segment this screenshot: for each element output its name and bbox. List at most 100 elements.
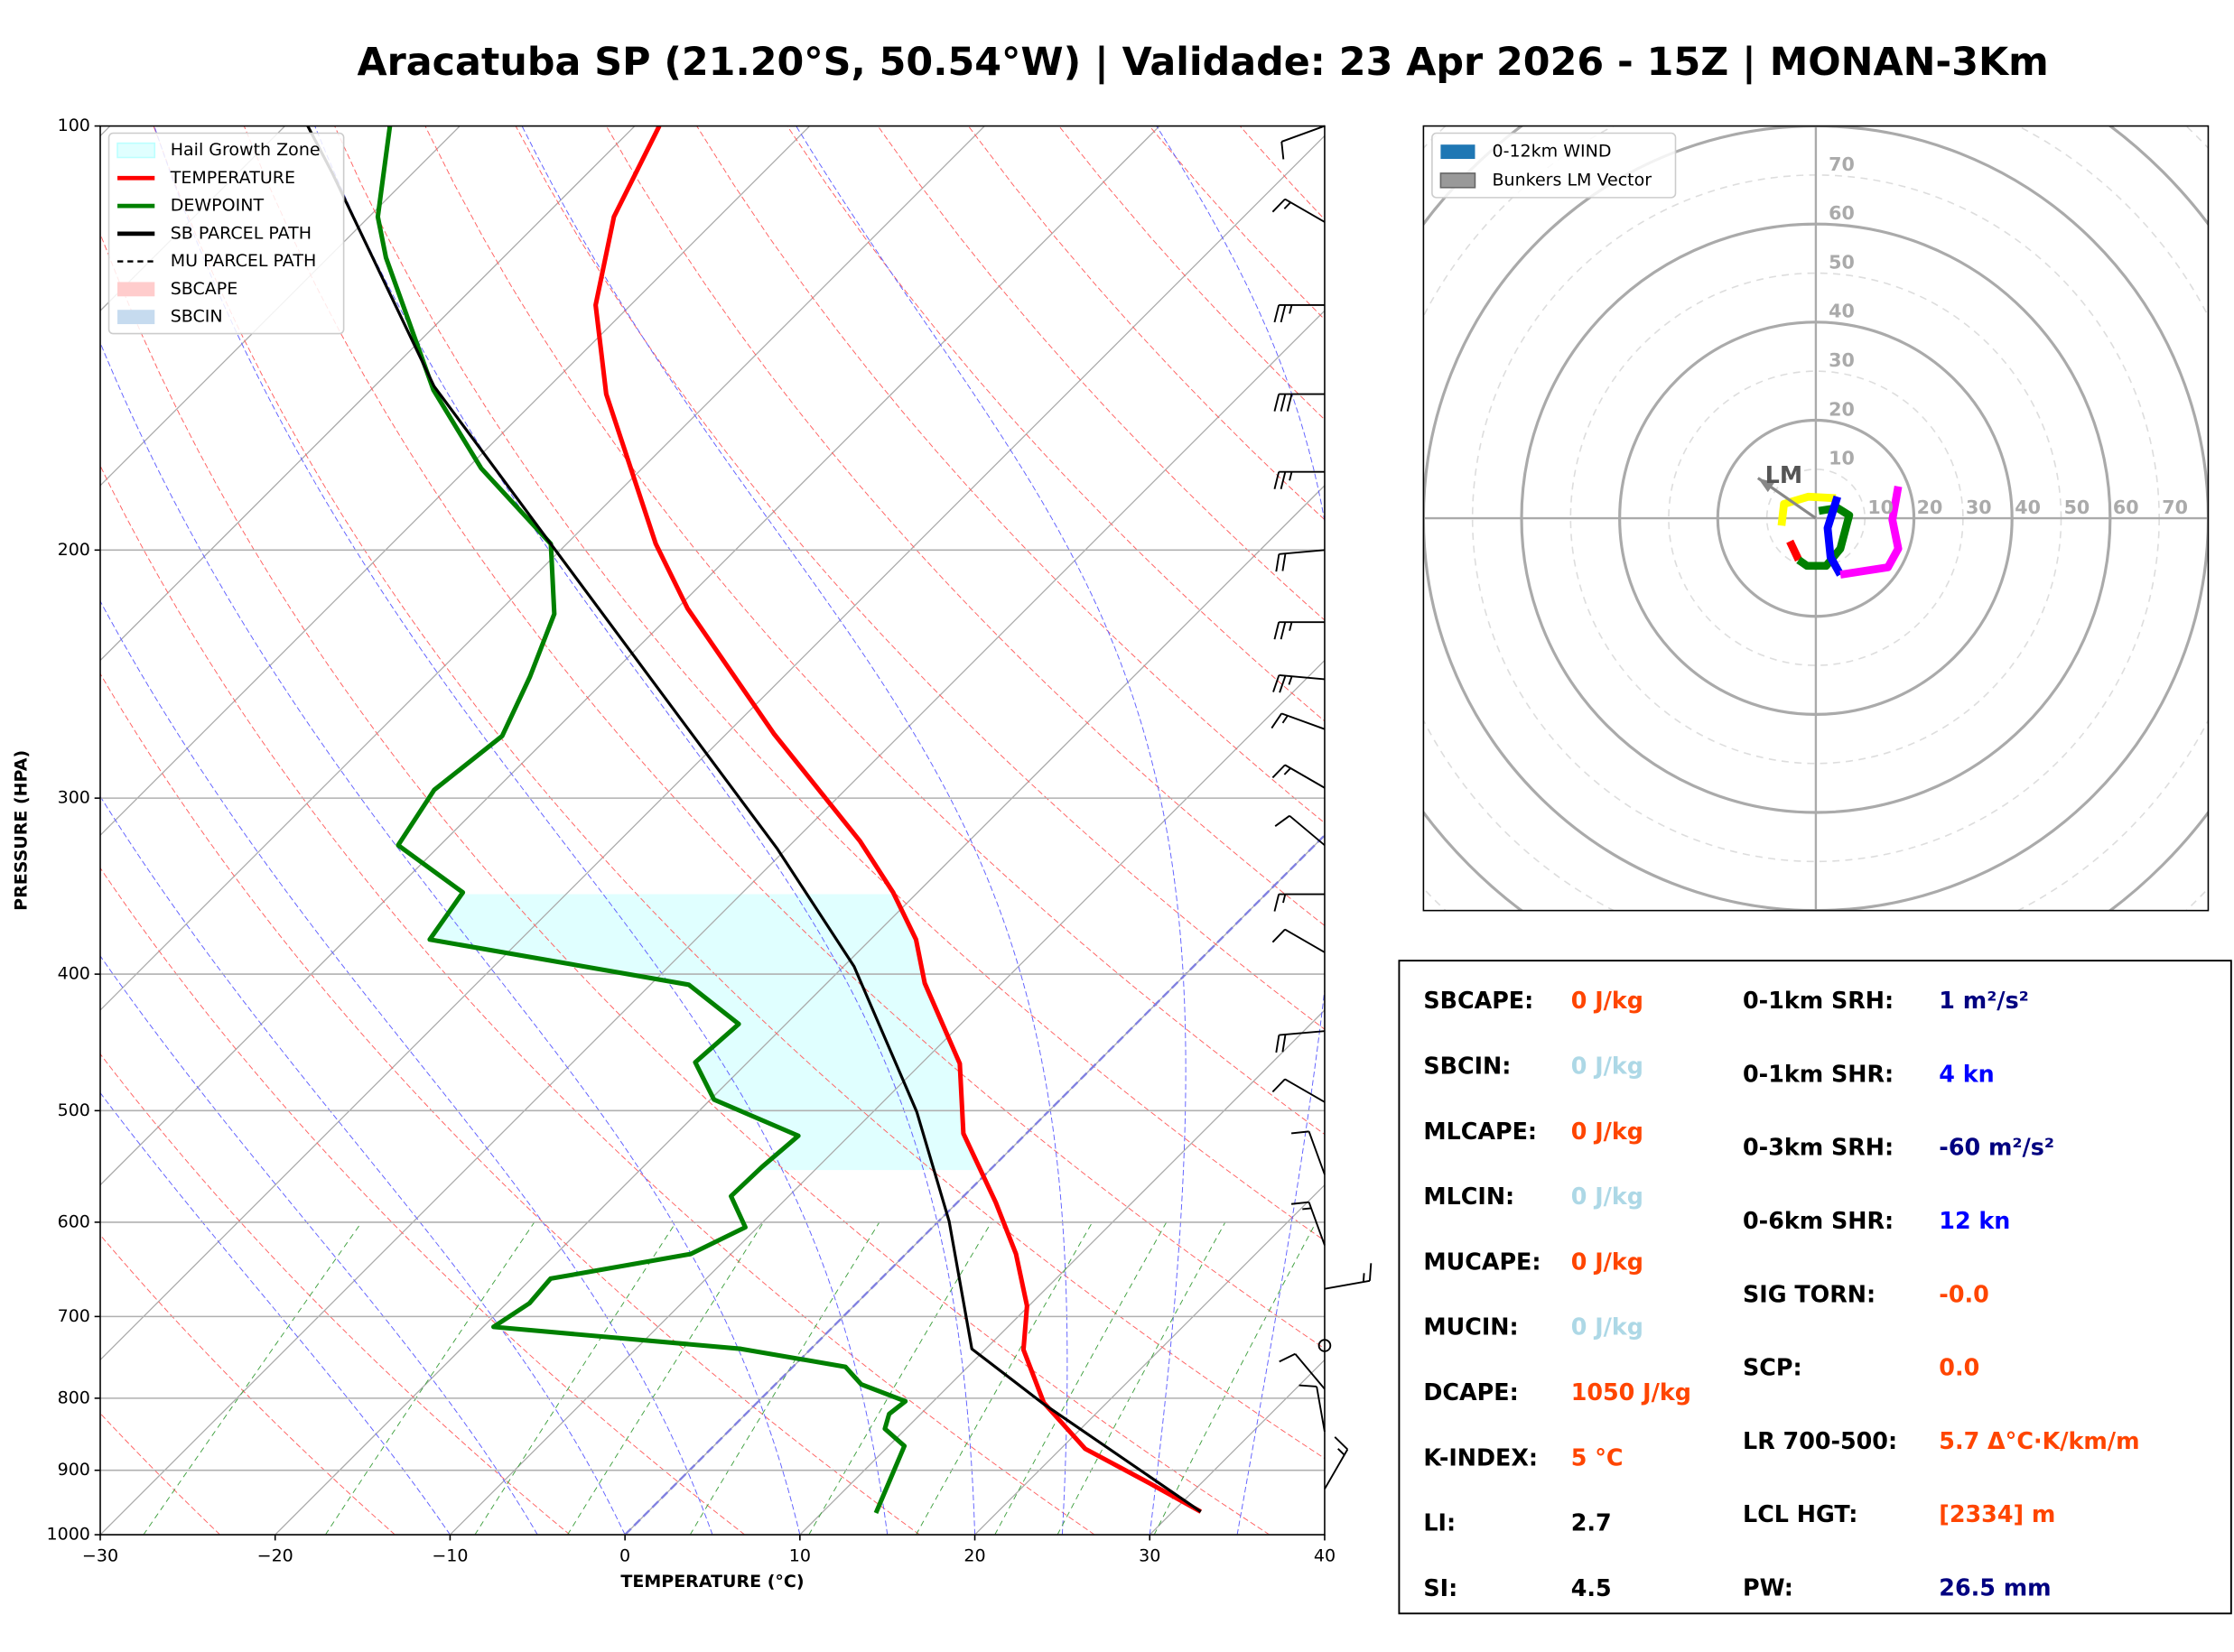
barb-half (1289, 621, 1293, 631)
x-axis-label: TEMPERATURE (°C) (620, 1572, 804, 1592)
index-label: K-INDEX: (1423, 1443, 1538, 1471)
legend-label: SBCAPE (171, 279, 238, 299)
ring-label: 50 (1829, 251, 1855, 273)
index-label: 0-1km SHR: (1743, 1060, 1894, 1087)
barb-full (1274, 814, 1290, 827)
barb-staff (1316, 1386, 1326, 1433)
ring-label: 40 (1829, 301, 1855, 322)
wind-barb (1274, 814, 1326, 847)
legend-label: TEMPERATURE (170, 168, 295, 188)
barb-half (1302, 1207, 1312, 1211)
moist-adiabat (1156, 125, 1325, 1536)
barb-staff (1294, 1353, 1326, 1390)
barb-staff (1279, 674, 1326, 681)
isotherm (974, 1183, 1325, 1536)
x-tick-label: −10 (432, 1545, 468, 1565)
index-value: 1050 J/kg (1571, 1378, 1691, 1406)
wind-barb (1275, 1030, 1326, 1053)
index-value: 2.7 (1571, 1509, 1612, 1536)
wind-barb (1271, 764, 1326, 789)
isotherm (100, 125, 1160, 1186)
barb-staff (1308, 1202, 1326, 1246)
ring-label: 10 (1829, 448, 1855, 469)
calm-circle (1317, 1339, 1332, 1352)
isotherm (100, 125, 985, 1011)
barb-staff (1279, 1030, 1326, 1036)
dry-adiabat (424, 125, 1325, 1136)
hodograph-segment (1823, 495, 1844, 577)
mixing-ratio-line (324, 1221, 535, 1536)
moist-adiabat (796, 125, 1187, 1536)
barb-staff (1284, 764, 1326, 789)
barb-half (1288, 675, 1293, 685)
y-tick-label: 300 (58, 788, 90, 808)
range-ring (1227, 0, 2234, 1107)
skewt-plot (100, 125, 1325, 1536)
wind-barb (1275, 549, 1326, 572)
legend-label: MU PARCEL PATH (171, 251, 317, 271)
index-value: 0 J/kg (1571, 1183, 1643, 1210)
barb-staff (1324, 1279, 1371, 1290)
legend-swatch (1439, 172, 1476, 189)
index-value: 4 kn (1939, 1060, 1994, 1087)
legend-label: DEWPOINT (171, 196, 265, 216)
wind-barb (1273, 393, 1325, 412)
dry-adiabat (605, 125, 1325, 926)
moist-adiabat (100, 795, 626, 1536)
barb-half (1283, 767, 1291, 775)
wind-barb (1271, 1078, 1326, 1103)
dry-adiabat (243, 125, 1325, 1350)
ring-label: 70 (2162, 497, 2188, 518)
x-tick-label: 20 (963, 1545, 985, 1565)
barb-full (1290, 1201, 1309, 1205)
index-label: 0-6km SHR: (1743, 1207, 1894, 1234)
index-value: 0 J/kg (1571, 1248, 1643, 1275)
barb-half (1281, 715, 1289, 724)
hodograph-segment (1839, 486, 1903, 579)
index-value: 12 kn (1939, 1207, 2010, 1234)
index-label: 0-1km SRH: (1743, 987, 1894, 1014)
barb-full (1334, 1436, 1348, 1451)
index-value: 26.5 mm (1939, 1573, 2051, 1601)
indices-box (1398, 960, 2232, 1615)
barb-half (1289, 304, 1293, 314)
barb-staff (1284, 928, 1326, 953)
wind-barb (1317, 1339, 1332, 1352)
wind-barb (1273, 893, 1325, 912)
index-value: 1 m²/s² (1939, 987, 2028, 1014)
wind-barb (1324, 1436, 1349, 1490)
dry-adiabat (334, 125, 1325, 1241)
wind-barb (1271, 928, 1326, 953)
x-tick-label: −20 (257, 1545, 293, 1565)
barb-staff (1280, 125, 1326, 143)
dry-adiabat (100, 1234, 396, 1536)
wind-barb (1279, 1352, 1326, 1390)
hodograph-frame (1422, 125, 2210, 912)
index-value: [2334] m (1939, 1500, 2055, 1527)
legend-swatch (116, 142, 156, 159)
profile-line (306, 125, 1202, 1513)
index-value: 0 J/kg (1571, 1118, 1643, 1145)
mixing-ratio-line (143, 1221, 362, 1536)
y-tick-label: 600 (58, 1211, 90, 1231)
barb-staff (1289, 814, 1326, 847)
barb-half (1282, 894, 1287, 904)
x-tick-label: 40 (1314, 1545, 1336, 1565)
index-label: LR 700-500: (1743, 1427, 1897, 1454)
isotherm (799, 1009, 1325, 1536)
dry-adiabat (100, 232, 1271, 1536)
moist-adiabat (314, 125, 976, 1536)
moist-adiabat (154, 125, 889, 1536)
barb-staff (1284, 198, 1326, 223)
moist-adiabat (100, 341, 801, 1536)
barb-full (1281, 1034, 1287, 1053)
y-axis-label: PRESSURE (HPA) (11, 750, 31, 911)
index-label: MUCIN: (1423, 1313, 1518, 1341)
index-label: LCL HGT: (1743, 1500, 1857, 1527)
barb-full (1271, 198, 1286, 213)
dry-adiabat (100, 867, 746, 1536)
lm-label: LM (1765, 461, 1802, 488)
index-value: 0 J/kg (1571, 1052, 1643, 1079)
barb-full (1290, 1130, 1309, 1135)
